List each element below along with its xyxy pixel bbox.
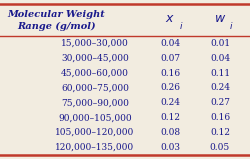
Text: 90,000–105,000: 90,000–105,000 [58,113,132,122]
Text: 0.08: 0.08 [160,128,180,137]
Text: 0.26: 0.26 [160,83,180,92]
Text: $\mathbf{\mathit{x}}$: $\mathbf{\mathit{x}}$ [165,12,175,25]
Text: 75,000–90,000: 75,000–90,000 [61,98,129,107]
Text: 30,000–45,000: 30,000–45,000 [61,54,129,63]
Text: $\mathbf{\mathit{w}}$: $\mathbf{\mathit{w}}$ [214,12,226,25]
Text: 0.12: 0.12 [210,128,230,137]
Text: 0.07: 0.07 [160,54,180,63]
Text: 105,000–120,000: 105,000–120,000 [56,128,134,137]
Text: 0.01: 0.01 [210,39,230,48]
Text: 15,000–30,000: 15,000–30,000 [61,39,129,48]
Text: 60,000–75,000: 60,000–75,000 [61,83,129,92]
Text: 0.12: 0.12 [160,113,180,122]
Text: 120,000–135,000: 120,000–135,000 [56,143,134,152]
Text: 45,000–60,000: 45,000–60,000 [61,69,129,78]
Text: Molecular Weight: Molecular Weight [8,10,105,19]
Text: 0.04: 0.04 [160,39,180,48]
Text: 0.16: 0.16 [210,113,230,122]
Text: 0.24: 0.24 [160,98,180,107]
Text: 0.11: 0.11 [210,69,230,78]
Text: 0.24: 0.24 [210,83,230,92]
Text: 0.04: 0.04 [210,54,230,63]
Text: 0.16: 0.16 [160,69,180,78]
Text: Range (g/mol): Range (g/mol) [18,22,96,31]
Text: 0.05: 0.05 [210,143,230,152]
Text: 0.27: 0.27 [210,98,230,107]
Text: $\mathbf{\mathit{i}}$: $\mathbf{\mathit{i}}$ [229,20,234,31]
Text: $\mathbf{\mathit{i}}$: $\mathbf{\mathit{i}}$ [179,20,184,31]
Text: 0.03: 0.03 [160,143,180,152]
